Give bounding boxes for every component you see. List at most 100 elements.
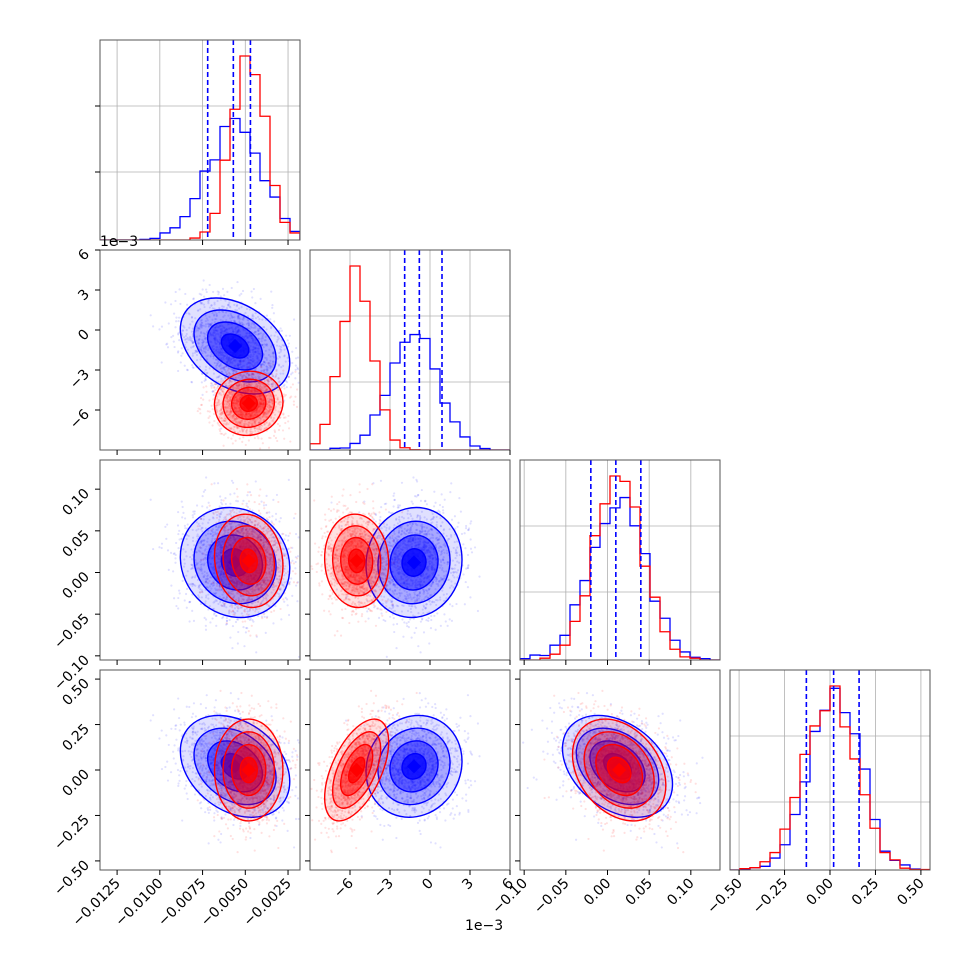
scatter-point-series-1 <box>225 423 228 426</box>
scatter-point-series-1 <box>257 509 261 512</box>
scatter-point-series-1 <box>216 384 220 387</box>
scatter-point-series-0 <box>229 367 232 370</box>
scatter-point-series-0 <box>265 365 268 368</box>
scatter-point-series-0 <box>192 297 195 301</box>
scatter-point-series-0 <box>214 349 218 352</box>
scatter-point-series-1 <box>236 403 239 406</box>
scatter-point-series-1 <box>214 391 217 395</box>
scatter-point-series-0 <box>206 354 210 357</box>
scatter-point-series-1 <box>247 414 251 418</box>
scatter-point-series-1 <box>271 384 274 388</box>
scatter-point-series-0 <box>262 369 265 372</box>
scatter-point-series-0 <box>273 356 276 359</box>
scatter-point-series-1 <box>249 389 252 393</box>
scatter-point-series-1 <box>257 405 260 408</box>
scatter-point-series-0 <box>263 363 266 367</box>
scatter-point-series-0 <box>260 340 263 343</box>
scatter-point-series-0 <box>256 357 259 360</box>
scatter-point-series-0 <box>257 332 260 336</box>
scatter-point-series-0 <box>213 337 216 340</box>
scatter-point-series-1 <box>226 401 230 404</box>
scatter-point-series-0 <box>231 330 235 333</box>
scatter-point-series-1 <box>235 396 238 399</box>
scatter-point-series-1 <box>207 416 210 420</box>
scatter-point-series-0 <box>200 349 203 352</box>
scatter-point-series-0 <box>256 360 259 364</box>
scatter-point-series-0 <box>233 368 236 372</box>
scatter-point-series-0 <box>184 338 187 341</box>
scatter-point-series-1 <box>257 409 261 412</box>
scatter-point-series-0 <box>201 338 204 341</box>
scatter-point-series-1 <box>237 394 240 397</box>
scatter-point-series-0 <box>236 331 239 334</box>
scatter-point-series-0 <box>259 352 262 355</box>
scatter-point-series-0 <box>226 360 229 364</box>
scatter-point-series-1 <box>221 390 224 393</box>
scatter-point-series-0 <box>255 347 258 350</box>
scatter-point-series-1 <box>284 421 287 425</box>
scatter-point-series-0 <box>223 351 226 354</box>
scatter-point-series-1 <box>247 439 250 442</box>
scatter-point-series-0 <box>231 328 234 331</box>
scatter-point-series-0 <box>235 326 238 329</box>
scatter-point-series-1 <box>263 422 266 425</box>
scatter-point-series-0 <box>200 346 203 349</box>
scatter-point-series-1 <box>237 420 240 424</box>
scatter-point-series-0 <box>181 579 184 583</box>
scatter-point-series-0 <box>194 349 197 352</box>
scatter-point-series-0 <box>270 365 273 368</box>
scatter-point-series-1 <box>263 380 266 384</box>
scatter-point-series-1 <box>227 398 230 402</box>
scatter-point-series-0 <box>178 339 181 342</box>
scatter-point-series-0 <box>202 295 206 298</box>
scatter-point-series-1 <box>258 421 261 424</box>
scatter-point-series-0 <box>301 570 303 572</box>
scatter-point-series-0 <box>220 388 223 391</box>
scatter-point-series-1 <box>272 434 276 437</box>
scatter-point-series-0 <box>218 325 221 328</box>
scatter-point-series-1 <box>235 383 239 386</box>
scatter-point-series-0 <box>169 551 173 554</box>
panel-0-0 <box>95 39 301 245</box>
scatter-point-series-0 <box>249 345 252 348</box>
scatter-point-series-0 <box>218 311 221 314</box>
scatter-point-series-1 <box>237 394 240 397</box>
scatter-point-series-0 <box>280 618 283 621</box>
scatter-point-series-1 <box>250 412 254 415</box>
y-tick-label: −3 <box>67 367 93 393</box>
scatter-point-series-1 <box>197 407 200 410</box>
scatter-point-series-0 <box>254 326 257 329</box>
scatter-point-series-0 <box>177 333 180 336</box>
scatter-point-series-1 <box>264 412 267 415</box>
scatter-point-series-1 <box>277 381 280 384</box>
scatter-point-series-0 <box>225 357 228 360</box>
scatter-point-series-0 <box>294 567 297 570</box>
scatter-point-series-0 <box>287 375 290 378</box>
scatter-point-series-1 <box>252 391 256 394</box>
scatter-point-series-0 <box>278 356 282 359</box>
scatter-point-series-0 <box>204 350 207 353</box>
scatter-point-series-1 <box>241 393 244 396</box>
scatter-point-series-0 <box>246 356 249 360</box>
scatter-point-series-1 <box>228 372 231 375</box>
scatter-point-series-0 <box>248 332 251 335</box>
scatter-point-series-0 <box>191 354 194 357</box>
scatter-point-series-1 <box>257 430 260 433</box>
scatter-point-series-1 <box>255 386 259 389</box>
scatter-point-series-0 <box>202 340 205 344</box>
scatter-point-series-0 <box>257 329 260 332</box>
scatter-point-series-1 <box>245 430 248 433</box>
scatter-point-series-0 <box>204 314 207 317</box>
scatter-point-series-0 <box>258 318 261 321</box>
scatter-point-series-1 <box>199 408 202 411</box>
scatter-point-series-0 <box>253 342 256 345</box>
scatter-point-series-0 <box>184 592 188 596</box>
scatter-point-series-0 <box>243 336 246 339</box>
scatter-point-series-0 <box>261 363 264 366</box>
scatter-point-series-1 <box>245 504 248 507</box>
scatter-point-series-0 <box>236 303 239 307</box>
scatter-point-series-0 <box>249 617 252 620</box>
scatter-point-series-0 <box>236 363 239 366</box>
scatter-point-series-0 <box>217 293 220 296</box>
scatter-point-series-0 <box>223 294 226 297</box>
